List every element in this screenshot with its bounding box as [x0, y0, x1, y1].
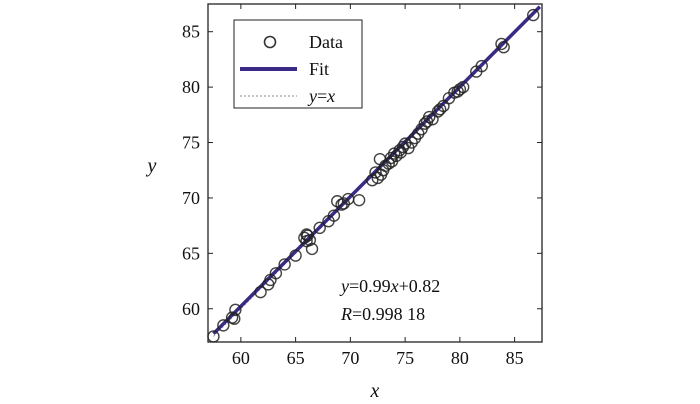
- data-point: [337, 197, 350, 210]
- data-point: [527, 8, 540, 22]
- data-point: [453, 83, 467, 96]
- data-point: [278, 258, 291, 271]
- y-tick-label: 85: [182, 22, 200, 42]
- data-point: [423, 110, 436, 124]
- y-tick-label: 65: [182, 243, 200, 263]
- data-point: [433, 103, 447, 116]
- plot-area-frame: [207, 3, 543, 343]
- data-point: [475, 59, 488, 73]
- data-point: [366, 174, 379, 187]
- data-point: [269, 267, 283, 280]
- x-tick-label: 65: [287, 348, 305, 368]
- y-tick-label: 70: [182, 188, 200, 208]
- legend-label-identity: y=x: [307, 86, 335, 106]
- x-axis-label: x: [370, 380, 380, 402]
- x-tick-label: 75: [396, 348, 414, 368]
- x-tick-label: 60: [232, 348, 250, 368]
- data-point: [229, 303, 242, 317]
- y-tick-label: 80: [182, 77, 200, 97]
- y-tick-label: 75: [182, 133, 200, 153]
- y-axis-label: y: [146, 155, 157, 177]
- legend-data-marker: [263, 35, 277, 49]
- data-point: [228, 312, 241, 325]
- legend: Data Fit y=x: [233, 19, 363, 109]
- legend-label-data: Data: [309, 32, 343, 52]
- data-point: [217, 319, 230, 332]
- x-tick-label: 70: [341, 348, 359, 368]
- data-point: [254, 285, 267, 299]
- data-point: [298, 231, 311, 245]
- data-point: [313, 221, 326, 235]
- data-point: [352, 193, 366, 207]
- data-point: [369, 166, 382, 179]
- fit-equation: y=0.99x+0.82: [339, 276, 440, 296]
- data-point: [382, 157, 395, 170]
- data-point: [327, 209, 341, 222]
- annotations: y=0.99x+0.82 R=0.998 18: [339, 276, 440, 324]
- data-point: [303, 233, 317, 247]
- data-point: [305, 242, 319, 256]
- ticks-layer: 60 65 70 75 80 85 60 65 70 75 80 85: [182, 4, 542, 368]
- legend-box: [233, 19, 363, 109]
- correlation-value: R=0.998 18: [340, 304, 425, 324]
- data-point: [495, 37, 508, 51]
- x-tick-label: 80: [451, 348, 469, 368]
- data-point: [456, 80, 470, 94]
- data-point: [497, 41, 510, 54]
- x-tick-label: 85: [506, 348, 524, 368]
- legend-label-fit: Fit: [309, 59, 329, 79]
- y-tick-label: 60: [182, 299, 200, 319]
- data-point: [289, 249, 302, 262]
